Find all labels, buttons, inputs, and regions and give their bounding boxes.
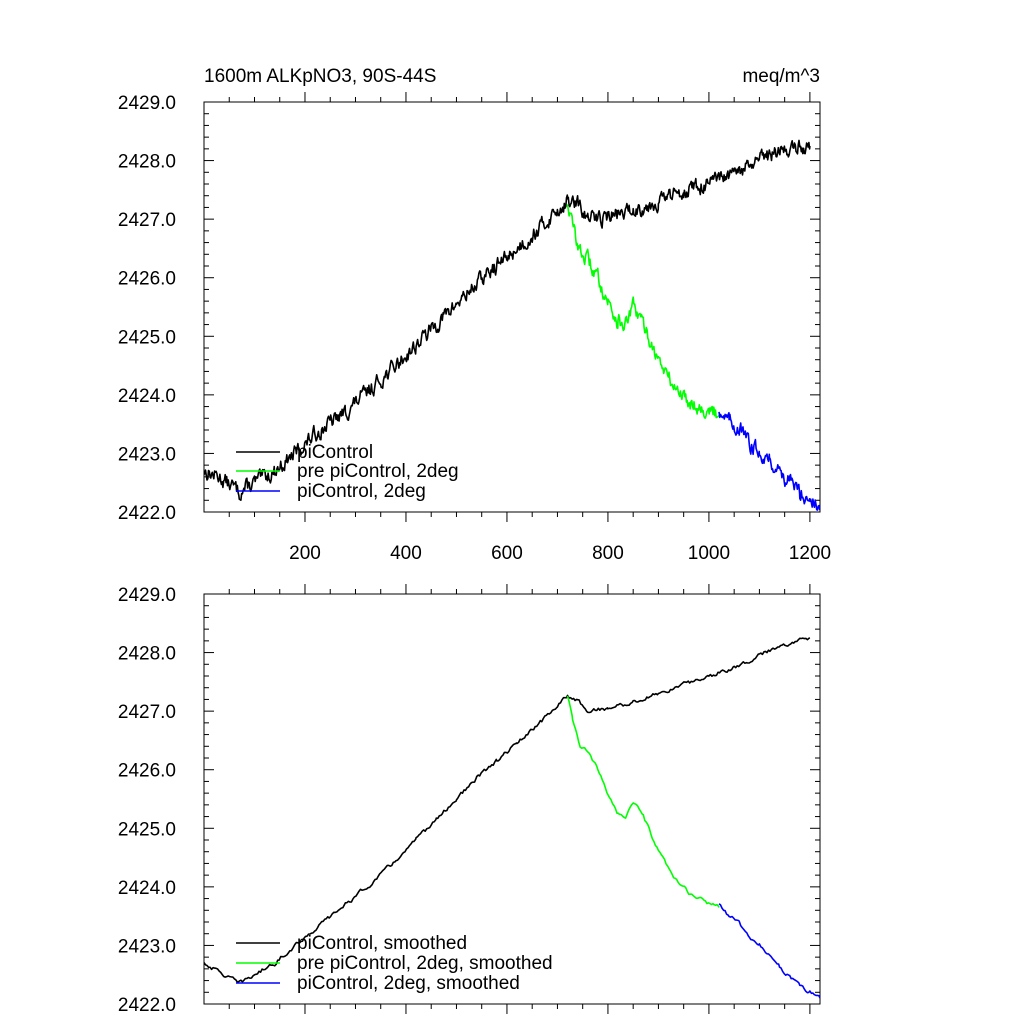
y-tick-label: 2428.0	[118, 152, 176, 173]
y-tick-label: 2423.0	[118, 444, 176, 465]
legend-label: pre piControl, 2deg	[297, 461, 459, 482]
y-tick-label: 2426.0	[118, 761, 176, 782]
series-line	[566, 695, 720, 908]
y-tick-label: 2429.0	[118, 93, 176, 114]
x-tick-label: 400	[390, 543, 422, 564]
y-tick-label: 2425.0	[118, 819, 176, 840]
legend-label: pre piControl, 2deg, smoothed	[297, 953, 553, 974]
y-tick-label: 2424.0	[118, 878, 176, 899]
x-tick-label: 200	[289, 543, 321, 564]
series-line	[204, 139, 811, 501]
x-tick-label: 1200	[789, 543, 831, 564]
top-panel: 2422.0 2423.0 2424.0 2425.0 2426.0 2427.0 2428…	[118, 92, 831, 564]
series-line	[204, 637, 811, 983]
y-tick-label: 2423.0	[118, 936, 176, 957]
x-tick-label: 1000	[688, 543, 730, 564]
y-tick-label: 2425.0	[118, 327, 176, 348]
chart-units: meq/m^3	[742, 66, 820, 87]
legend-label: piControl, 2deg	[297, 481, 426, 502]
series-line	[718, 411, 820, 511]
legend-label: piControl	[297, 442, 373, 463]
plot-frame	[203, 593, 821, 1005]
y-tick-label: 2428.0	[118, 644, 176, 665]
series-line	[718, 903, 820, 999]
legend-label: piControl, smoothed	[297, 933, 467, 954]
plot-frame	[203, 101, 821, 513]
x-tick-label: 800	[592, 543, 624, 564]
bottom-panel: 2422.0 2423.0 2424.0 2425.0 2426.0 2427.0 2428…	[118, 584, 821, 1016]
x-tick-label: 600	[491, 543, 523, 564]
chart-title: 1600m ALKpNO3, 90S-44S	[204, 66, 436, 87]
y-tick-label: 2427.0	[118, 702, 176, 723]
y-tick-label: 2426.0	[118, 269, 176, 290]
y-tick-label: 2429.0	[118, 585, 176, 606]
legend-label: piControl, 2deg, smoothed	[297, 973, 520, 994]
y-tick-label: 2422.0	[118, 503, 176, 524]
y-tick-label: 2422.0	[118, 995, 176, 1016]
y-tick-label: 2424.0	[118, 386, 176, 407]
y-tick-label: 2427.0	[118, 210, 176, 231]
series-line	[566, 204, 720, 419]
